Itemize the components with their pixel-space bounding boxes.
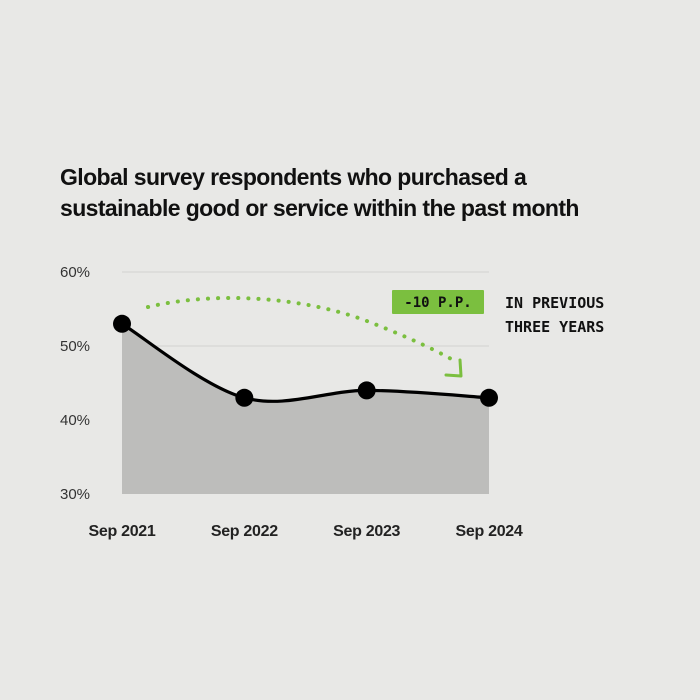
data-point-sep-2023 — [357, 381, 376, 400]
annotation-badge-text: -10 P.P. — [404, 295, 471, 311]
annotation-arrowhead — [444, 358, 463, 378]
x-tick-label: Sep 2021 — [89, 523, 156, 540]
annotation-dotted-arrow — [146, 296, 460, 365]
y-tick-label: 50% — [60, 338, 90, 355]
annotation-text-line-2: THREE YEARS — [505, 318, 604, 336]
data-point-sep-2022 — [235, 388, 254, 407]
annotation-badge — [392, 290, 484, 314]
y-tick-label: 40% — [60, 412, 90, 429]
x-tick-label: Sep 2023 — [333, 523, 400, 540]
area-layer — [113, 314, 498, 494]
annotation-text-line-1: IN PREVIOUS — [505, 294, 604, 312]
y-tick-label: 30% — [60, 486, 90, 503]
y-tick-label: 60% — [60, 264, 90, 281]
series-area — [122, 323, 489, 494]
annotation: -10 P.P. IN PREVIOUS THREE YEARS — [146, 290, 604, 378]
chart-title-line-1: Global survey respondents who purchased … — [60, 164, 527, 190]
series-line — [120, 322, 491, 403]
data-point-sep-2021 — [113, 314, 131, 333]
x-axis: Sep 2021 Sep 2022 Sep 2023 Sep 2024 — [89, 523, 524, 540]
x-tick-label: Sep 2022 — [211, 523, 278, 540]
data-point-sep-2024 — [480, 388, 498, 407]
y-axis: 30% 40% 50% 60% — [60, 264, 90, 503]
chart-title-line-2: sustainable good or service within the p… — [60, 195, 579, 221]
chart-title: Global survey respondents who purchased … — [60, 164, 579, 221]
x-tick-label: Sep 2024 — [456, 523, 523, 540]
